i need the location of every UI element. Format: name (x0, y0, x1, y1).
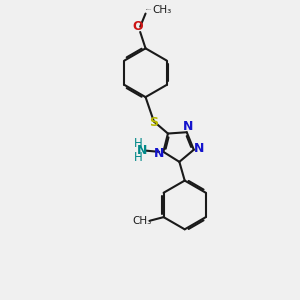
Text: N: N (137, 144, 147, 157)
Text: H: H (134, 137, 142, 150)
Text: H: H (134, 151, 142, 164)
Text: methoxy: methoxy (146, 8, 152, 10)
Text: CH₃: CH₃ (133, 216, 152, 226)
Text: N: N (154, 146, 164, 160)
Text: N: N (194, 142, 204, 155)
Text: O: O (133, 20, 143, 33)
Text: N: N (183, 120, 193, 134)
Text: S: S (149, 116, 158, 130)
Text: CH₃: CH₃ (152, 5, 171, 15)
